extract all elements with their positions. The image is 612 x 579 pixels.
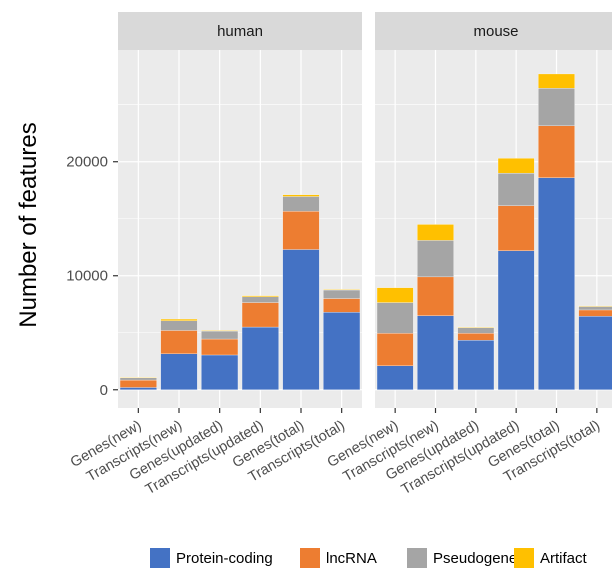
legend-swatch bbox=[514, 548, 534, 568]
bar-mouse-transcripts-total-lncrna bbox=[578, 309, 612, 317]
bar-human-genes-new-protein-coding bbox=[119, 387, 157, 390]
facet-strip bbox=[118, 12, 362, 50]
bar-human-genes-updated-protein-coding bbox=[201, 354, 239, 390]
bar-mouse-transcripts-updated-protein-coding bbox=[497, 250, 535, 390]
y-axis: 0 10000 20000 bbox=[66, 154, 118, 399]
bar-human-genes-total-lncrna bbox=[282, 211, 320, 250]
bar-mouse-genes-updated-protein-coding bbox=[457, 340, 495, 390]
panel-human: humanGenes(new)Transcripts(new)Genes(upd… bbox=[68, 12, 362, 498]
bar-human-transcripts-new-pseudogene bbox=[160, 320, 198, 331]
legend: Protein-coding lncRNA Pseudogene Artifact bbox=[150, 548, 588, 568]
bar-mouse-transcripts-total-protein-coding bbox=[578, 316, 612, 390]
panel-background bbox=[118, 50, 362, 408]
legend-item-artifact: Artifact bbox=[514, 548, 588, 568]
bar-human-transcripts-updated-protein-coding bbox=[241, 326, 279, 390]
bar-mouse-transcripts-updated-artifact bbox=[497, 158, 535, 174]
bar-mouse-transcripts-total-artifact bbox=[578, 305, 612, 307]
bar-mouse-genes-updated-pseudogene bbox=[457, 327, 495, 334]
bar-human-transcripts-total-artifact bbox=[323, 289, 361, 291]
bar-human-genes-new-artifact bbox=[119, 377, 157, 378]
legend-label: Protein-coding bbox=[176, 550, 273, 567]
panel-mouse: mouseGenes(new)Transcripts(new)Genes(upd… bbox=[325, 12, 612, 498]
bar-mouse-genes-total-artifact bbox=[538, 73, 575, 89]
bar-human-transcripts-total-pseudogene bbox=[323, 289, 361, 299]
bar-mouse-genes-total-lncrna bbox=[538, 125, 575, 178]
y-tick-label: 10000 bbox=[66, 268, 108, 285]
legend-item-protein-coding: Protein-coding bbox=[150, 548, 273, 568]
bar-mouse-genes-updated-artifact bbox=[457, 326, 495, 328]
bar-human-transcripts-updated-artifact bbox=[241, 295, 279, 297]
bar-mouse-transcripts-updated-pseudogene bbox=[497, 172, 535, 206]
bar-mouse-genes-total-protein-coding bbox=[538, 177, 575, 390]
bar-mouse-genes-new-lncrna bbox=[376, 333, 414, 366]
bar-human-genes-updated-lncrna bbox=[201, 338, 239, 356]
bar-human-transcripts-new-artifact bbox=[160, 318, 198, 321]
bar-human-genes-total-protein-coding bbox=[282, 249, 320, 390]
bar-human-transcripts-total-protein-coding bbox=[323, 312, 361, 390]
bar-mouse-transcripts-new-pseudogene bbox=[417, 240, 454, 278]
bar-human-genes-total-artifact bbox=[282, 194, 320, 197]
bar-human-transcripts-new-lncrna bbox=[160, 330, 198, 354]
bar-mouse-genes-total-pseudogene bbox=[538, 88, 575, 126]
bar-mouse-genes-updated-lncrna bbox=[457, 333, 495, 341]
bar-mouse-transcripts-updated-lncrna bbox=[497, 205, 535, 251]
bar-human-genes-new-lncrna bbox=[119, 379, 157, 388]
legend-swatch bbox=[407, 548, 427, 568]
y-axis-title: Number of features bbox=[15, 122, 42, 327]
bar-mouse-transcripts-total-pseudogene bbox=[578, 306, 612, 311]
bar-human-transcripts-new-protein-coding bbox=[160, 353, 198, 390]
bar-human-genes-total-pseudogene bbox=[282, 196, 320, 212]
legend-item-pseudogene: Pseudogene bbox=[407, 548, 517, 568]
facet-panels: humanGenes(new)Transcripts(new)Genes(upd… bbox=[68, 12, 612, 498]
legend-label: lncRNA bbox=[326, 550, 377, 567]
bar-human-genes-new-pseudogene bbox=[119, 377, 157, 381]
legend-swatch bbox=[150, 548, 170, 568]
bar-human-genes-updated-artifact bbox=[201, 330, 239, 332]
facet-label: mouse bbox=[473, 23, 518, 40]
bar-human-transcripts-updated-pseudogene bbox=[241, 296, 279, 303]
legend-swatch bbox=[300, 548, 320, 568]
facet-label: human bbox=[217, 23, 263, 40]
facet-strip bbox=[375, 12, 612, 50]
legend-label: Pseudogene bbox=[433, 550, 517, 567]
legend-label: Artifact bbox=[540, 550, 588, 567]
bar-human-transcripts-updated-lncrna bbox=[241, 302, 279, 328]
bar-mouse-genes-new-artifact bbox=[376, 287, 414, 303]
bar-mouse-transcripts-new-artifact bbox=[417, 224, 454, 241]
bar-human-transcripts-total-lncrna bbox=[323, 298, 361, 313]
bar-mouse-genes-new-protein-coding bbox=[376, 365, 414, 390]
y-tick-label: 20000 bbox=[66, 154, 108, 171]
bar-mouse-transcripts-new-protein-coding bbox=[417, 315, 454, 390]
bar-mouse-transcripts-new-lncrna bbox=[417, 276, 454, 316]
y-tick-label: 0 bbox=[100, 382, 108, 399]
bar-mouse-genes-new-pseudogene bbox=[376, 302, 414, 334]
bar-human-genes-updated-pseudogene bbox=[201, 330, 239, 340]
legend-item-lncrna: lncRNA bbox=[300, 548, 377, 568]
